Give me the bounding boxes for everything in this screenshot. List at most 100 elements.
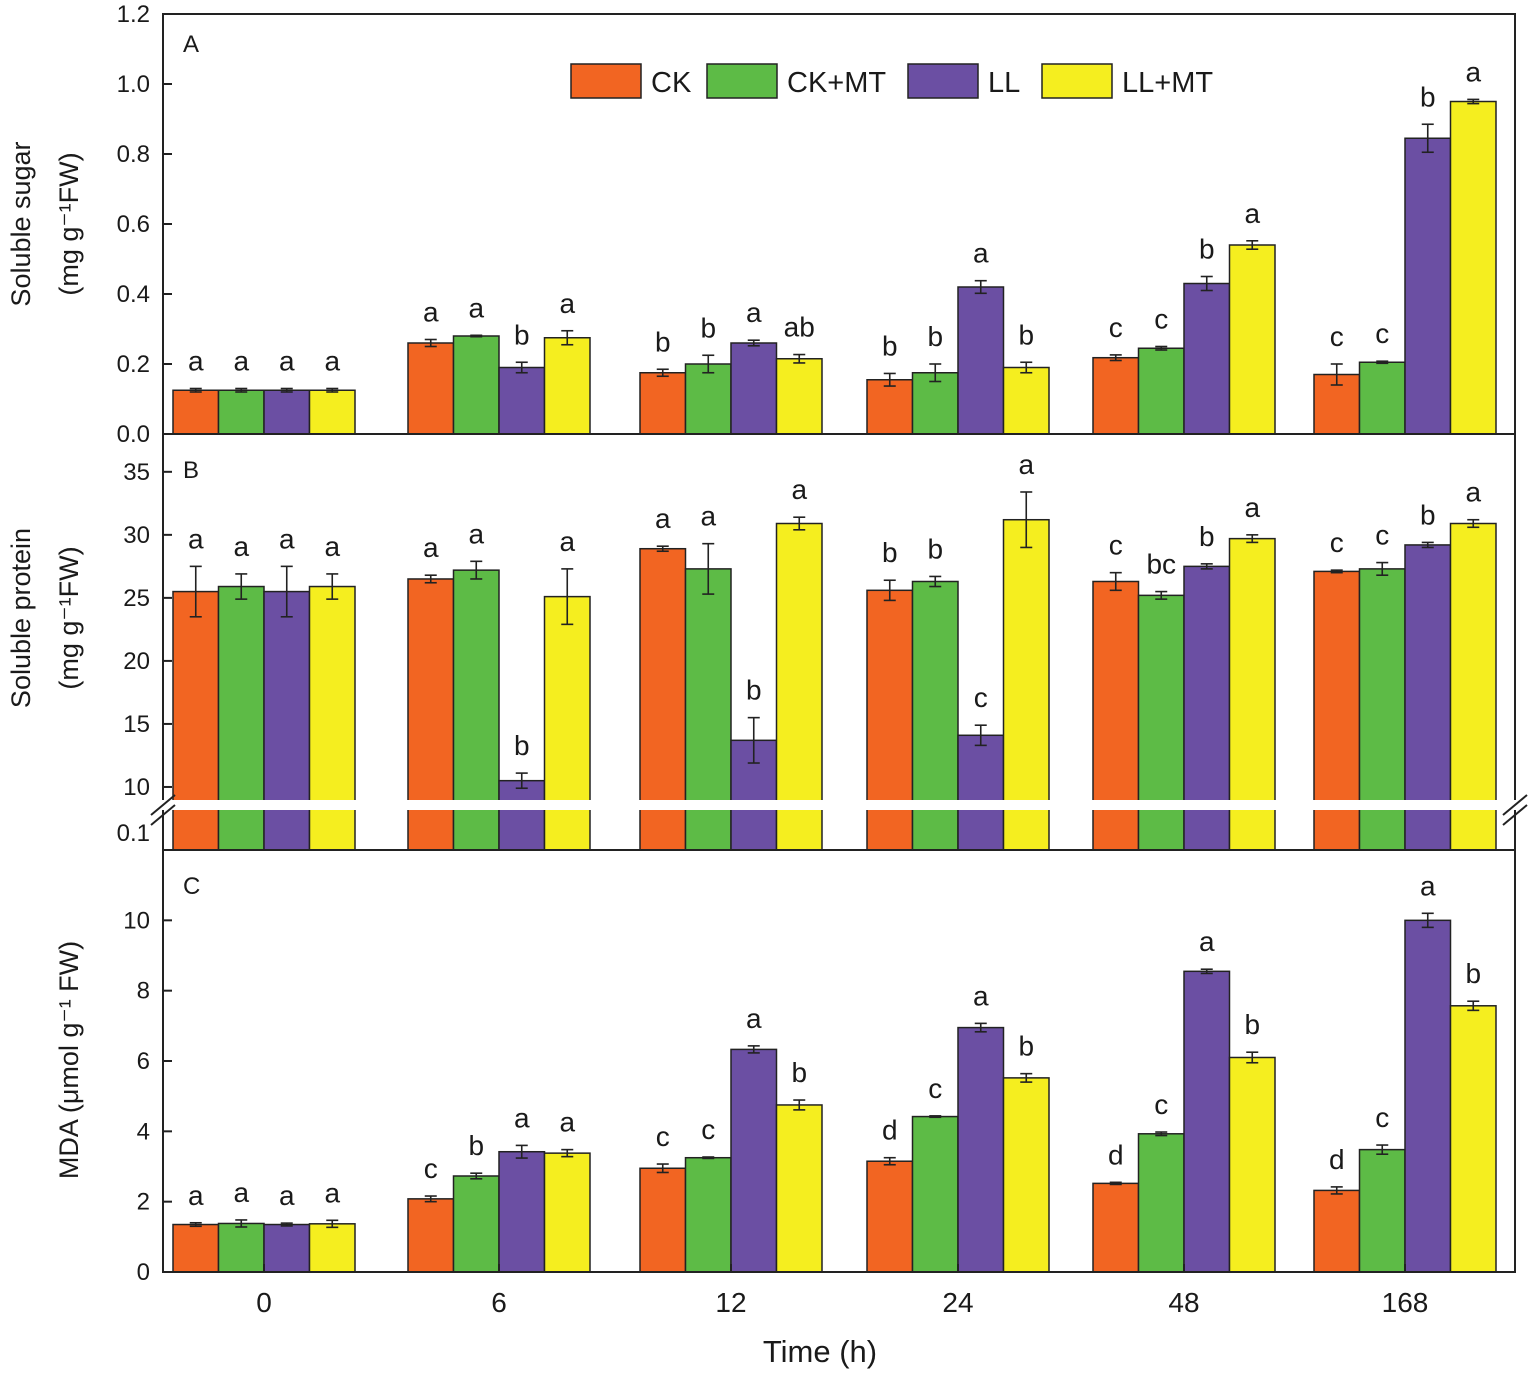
significance-letter: b xyxy=(882,537,898,568)
legend-item-ll: LL xyxy=(907,63,1020,99)
error-bar xyxy=(974,724,987,747)
bar-c-ll-12 xyxy=(730,1048,778,1273)
error-bar xyxy=(189,1221,202,1228)
significance-letter: a xyxy=(559,526,575,557)
significance-letter: b xyxy=(1199,521,1215,552)
error-bar xyxy=(793,353,806,364)
significance-letter: a xyxy=(423,532,439,563)
panel-a-ytick-label: 0.0 xyxy=(117,421,150,448)
significance-letter: a xyxy=(973,238,989,269)
significance-letter: c xyxy=(1375,520,1389,551)
error-bar xyxy=(1421,912,1434,929)
bar-b-ll-mt-0 xyxy=(308,585,356,851)
bar-a-ck-48 xyxy=(1092,356,1140,435)
bar-c-ll-6 xyxy=(498,1150,546,1273)
bar-a-ll-mt-12 xyxy=(775,358,823,435)
xtick-label: 12 xyxy=(715,1287,746,1318)
panel-a-ytick-label: 1.0 xyxy=(117,71,150,98)
legend-item-ck: CK xyxy=(570,63,692,99)
significance-letter: a xyxy=(279,1180,295,1211)
significance-letter: a xyxy=(324,1177,340,1208)
panel-c-ylabel: MDA (μmol g⁻¹ FW) xyxy=(54,941,84,1179)
bar-a-ck-12 xyxy=(639,372,687,435)
bar-b-ck-0 xyxy=(172,590,220,851)
error-bar xyxy=(1467,518,1480,529)
significance-letter: a xyxy=(1018,449,1034,480)
legend-item-ll-mt: LL+MT xyxy=(1041,63,1213,99)
bar-c-ll-mt-168 xyxy=(1449,1005,1497,1273)
bar-a-ck-mt-6 xyxy=(452,335,500,435)
error-bar xyxy=(280,565,293,618)
error-bar xyxy=(1109,571,1122,592)
error-bar xyxy=(1376,360,1389,365)
bar-c-ll-mt-48 xyxy=(1228,1056,1276,1273)
axis-break-right-1 xyxy=(1502,794,1528,816)
significance-letter: b xyxy=(1199,234,1215,265)
error-bar xyxy=(702,354,715,374)
significance-letter: b xyxy=(746,675,762,706)
significance-letter: d xyxy=(882,1115,898,1146)
significance-letter: b xyxy=(1465,958,1481,989)
error-bar xyxy=(1330,1186,1343,1195)
error-bar xyxy=(561,568,574,626)
bar-a-ck-6 xyxy=(407,342,455,435)
bar-c-ck-mt-0 xyxy=(217,1222,265,1273)
bar-b-ll-24 xyxy=(957,734,1005,851)
panel-b-ytick-label: 15 xyxy=(123,711,150,738)
bar-a-ll-mt-24 xyxy=(1002,366,1050,435)
significance-letter: a xyxy=(188,346,204,377)
axis-break-right-2 xyxy=(1502,804,1528,826)
bar-a-ll-mt-48 xyxy=(1228,244,1276,435)
xtick-label: 48 xyxy=(1168,1287,1199,1318)
x-axis: 0 6 12 24 48 168 xyxy=(256,1264,1428,1318)
error-bar xyxy=(1020,1072,1033,1083)
significance-letter: a xyxy=(423,297,439,328)
error-bar xyxy=(793,516,806,531)
significance-letter: a xyxy=(791,474,807,505)
error-bar xyxy=(656,368,669,378)
significance-letter: c xyxy=(701,1114,715,1145)
panel-b-y-axis: 10 15 20 25 30 35 xyxy=(123,459,172,801)
significance-letter: ab xyxy=(784,312,815,343)
error-bar xyxy=(280,387,293,393)
error-bar xyxy=(1020,491,1033,549)
significance-letter: b xyxy=(1420,81,1436,112)
bar-c-ck-168 xyxy=(1313,1189,1361,1273)
bar-b-ll-168 xyxy=(1404,544,1452,851)
error-bar xyxy=(515,1144,528,1159)
bar-a-ck-mt-0 xyxy=(217,389,265,435)
bar-c-ck-0 xyxy=(172,1223,220,1273)
bar-b-ll-mt-6 xyxy=(543,595,591,851)
significance-letter: c xyxy=(656,1121,670,1152)
significance-letter: c xyxy=(1330,527,1344,558)
error-bar xyxy=(561,329,574,346)
significance-letter: c xyxy=(1154,1089,1168,1120)
error-bar xyxy=(470,1172,483,1180)
bar-c-ll-48 xyxy=(1183,970,1231,1273)
significance-letter: b xyxy=(1018,319,1034,350)
panel-a-ytick-label: 0.8 xyxy=(117,141,150,168)
bar-b-ck-12 xyxy=(639,547,687,851)
error-bar xyxy=(326,1219,339,1229)
error-bar xyxy=(929,363,942,383)
error-bar xyxy=(424,1195,437,1203)
significance-letter: a xyxy=(188,1180,204,1211)
significance-letter: d xyxy=(1329,1144,1345,1175)
x-axis-label: Time (h) xyxy=(763,1334,877,1369)
panel-b-ytick-label: 35 xyxy=(123,459,150,486)
error-bar xyxy=(974,279,987,295)
panel-a-y-axis: 0.0 0.2 0.4 0.6 0.8 1.0 1.2 xyxy=(117,1,172,448)
significance-letter: b xyxy=(791,1057,807,1088)
significance-letter: a xyxy=(324,346,340,377)
significance-letter: a xyxy=(1199,926,1215,957)
error-bar xyxy=(1155,590,1168,600)
significance-letter: b xyxy=(1420,499,1436,530)
panel-a-ytick-label: 0.4 xyxy=(117,281,150,308)
significance-letter: c xyxy=(974,682,988,713)
legend-swatch xyxy=(1041,63,1113,99)
panel-b-ytick-label: 25 xyxy=(123,585,150,612)
error-bar xyxy=(189,387,202,393)
bar-c-ll-mt-12 xyxy=(775,1104,823,1273)
error-bar xyxy=(656,545,669,553)
